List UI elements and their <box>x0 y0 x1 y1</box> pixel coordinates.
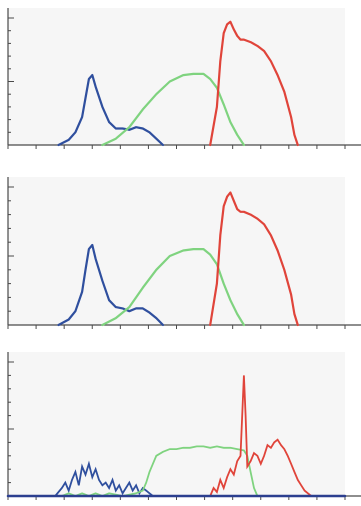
blue-series-line <box>57 243 165 327</box>
green-series-line <box>101 248 245 327</box>
green-series-line <box>61 445 259 497</box>
blue-series-line <box>57 73 165 147</box>
red-series-line <box>209 375 313 497</box>
chart-panel-3 <box>6 352 361 500</box>
plot-background <box>8 8 345 145</box>
green-series-line <box>101 72 245 147</box>
red-series-line <box>209 191 299 327</box>
chart-panel-1 <box>7 8 361 149</box>
red-series-line <box>209 20 299 147</box>
chart-panel-2 <box>7 177 361 329</box>
plot-background <box>8 352 345 496</box>
plot-background <box>8 177 345 325</box>
